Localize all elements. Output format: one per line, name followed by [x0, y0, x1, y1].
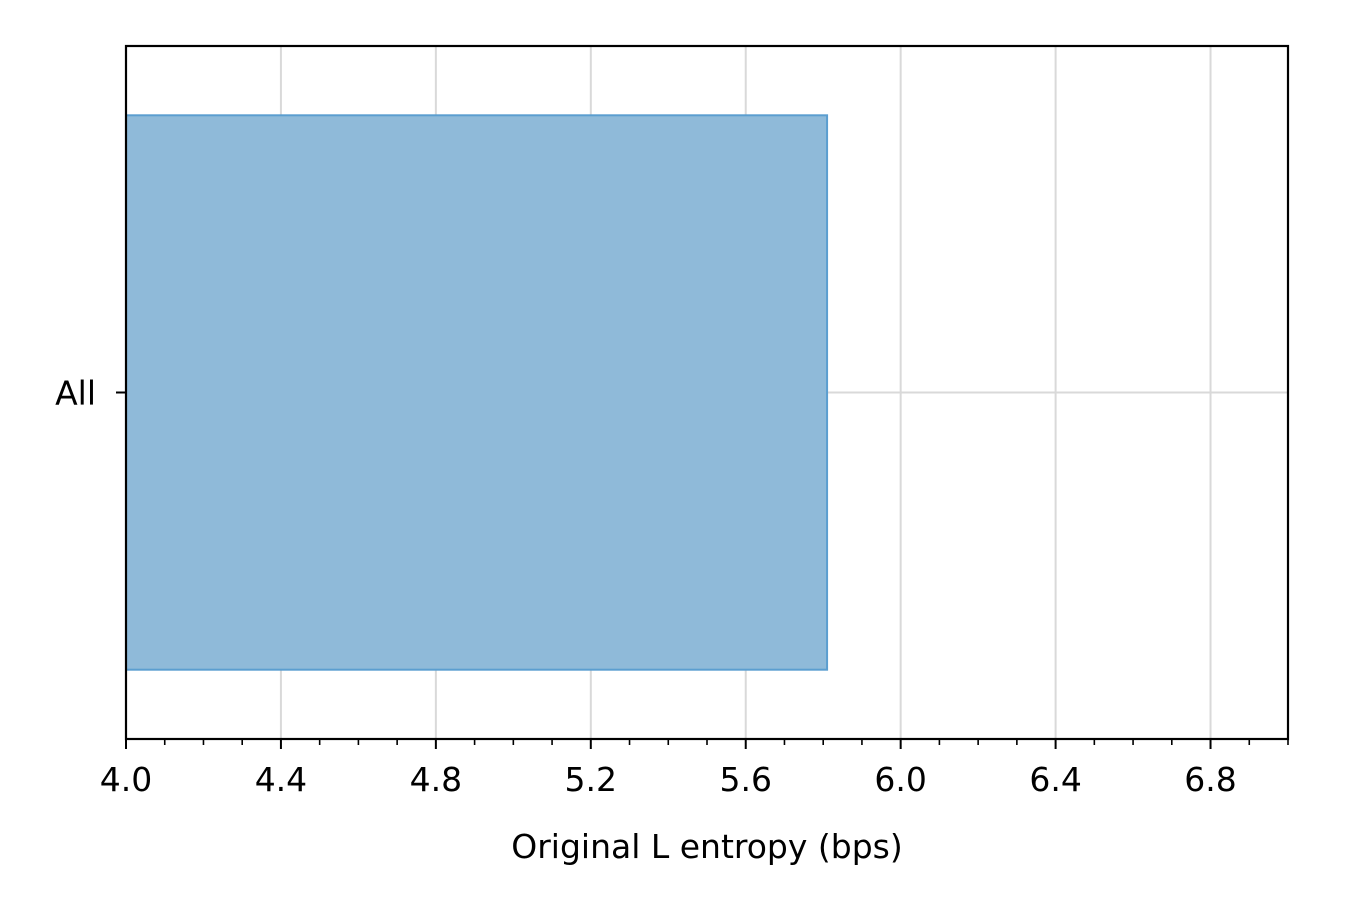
- x-tick-label: 5.6: [719, 760, 771, 799]
- x-tick-label: 6.8: [1184, 760, 1236, 799]
- x-axis-label: Original L entropy (bps): [511, 827, 903, 866]
- x-tick-label: 6.0: [874, 760, 926, 799]
- tick-layer: 4.0 4.4 4.8 5.2 5.6 6.0 6.4 6.8 All: [55, 374, 1289, 799]
- x-tick-label: 5.2: [565, 760, 617, 799]
- x-tick-label: 6.4: [1029, 760, 1081, 799]
- y-tick-label: All: [55, 374, 96, 413]
- bar-layer: [125, 114, 829, 671]
- x-tick-label: 4.8: [410, 760, 462, 799]
- x-tick-label: 4.4: [255, 760, 307, 799]
- bar-all: [125, 114, 829, 671]
- x-tick-label: 4.0: [100, 760, 152, 799]
